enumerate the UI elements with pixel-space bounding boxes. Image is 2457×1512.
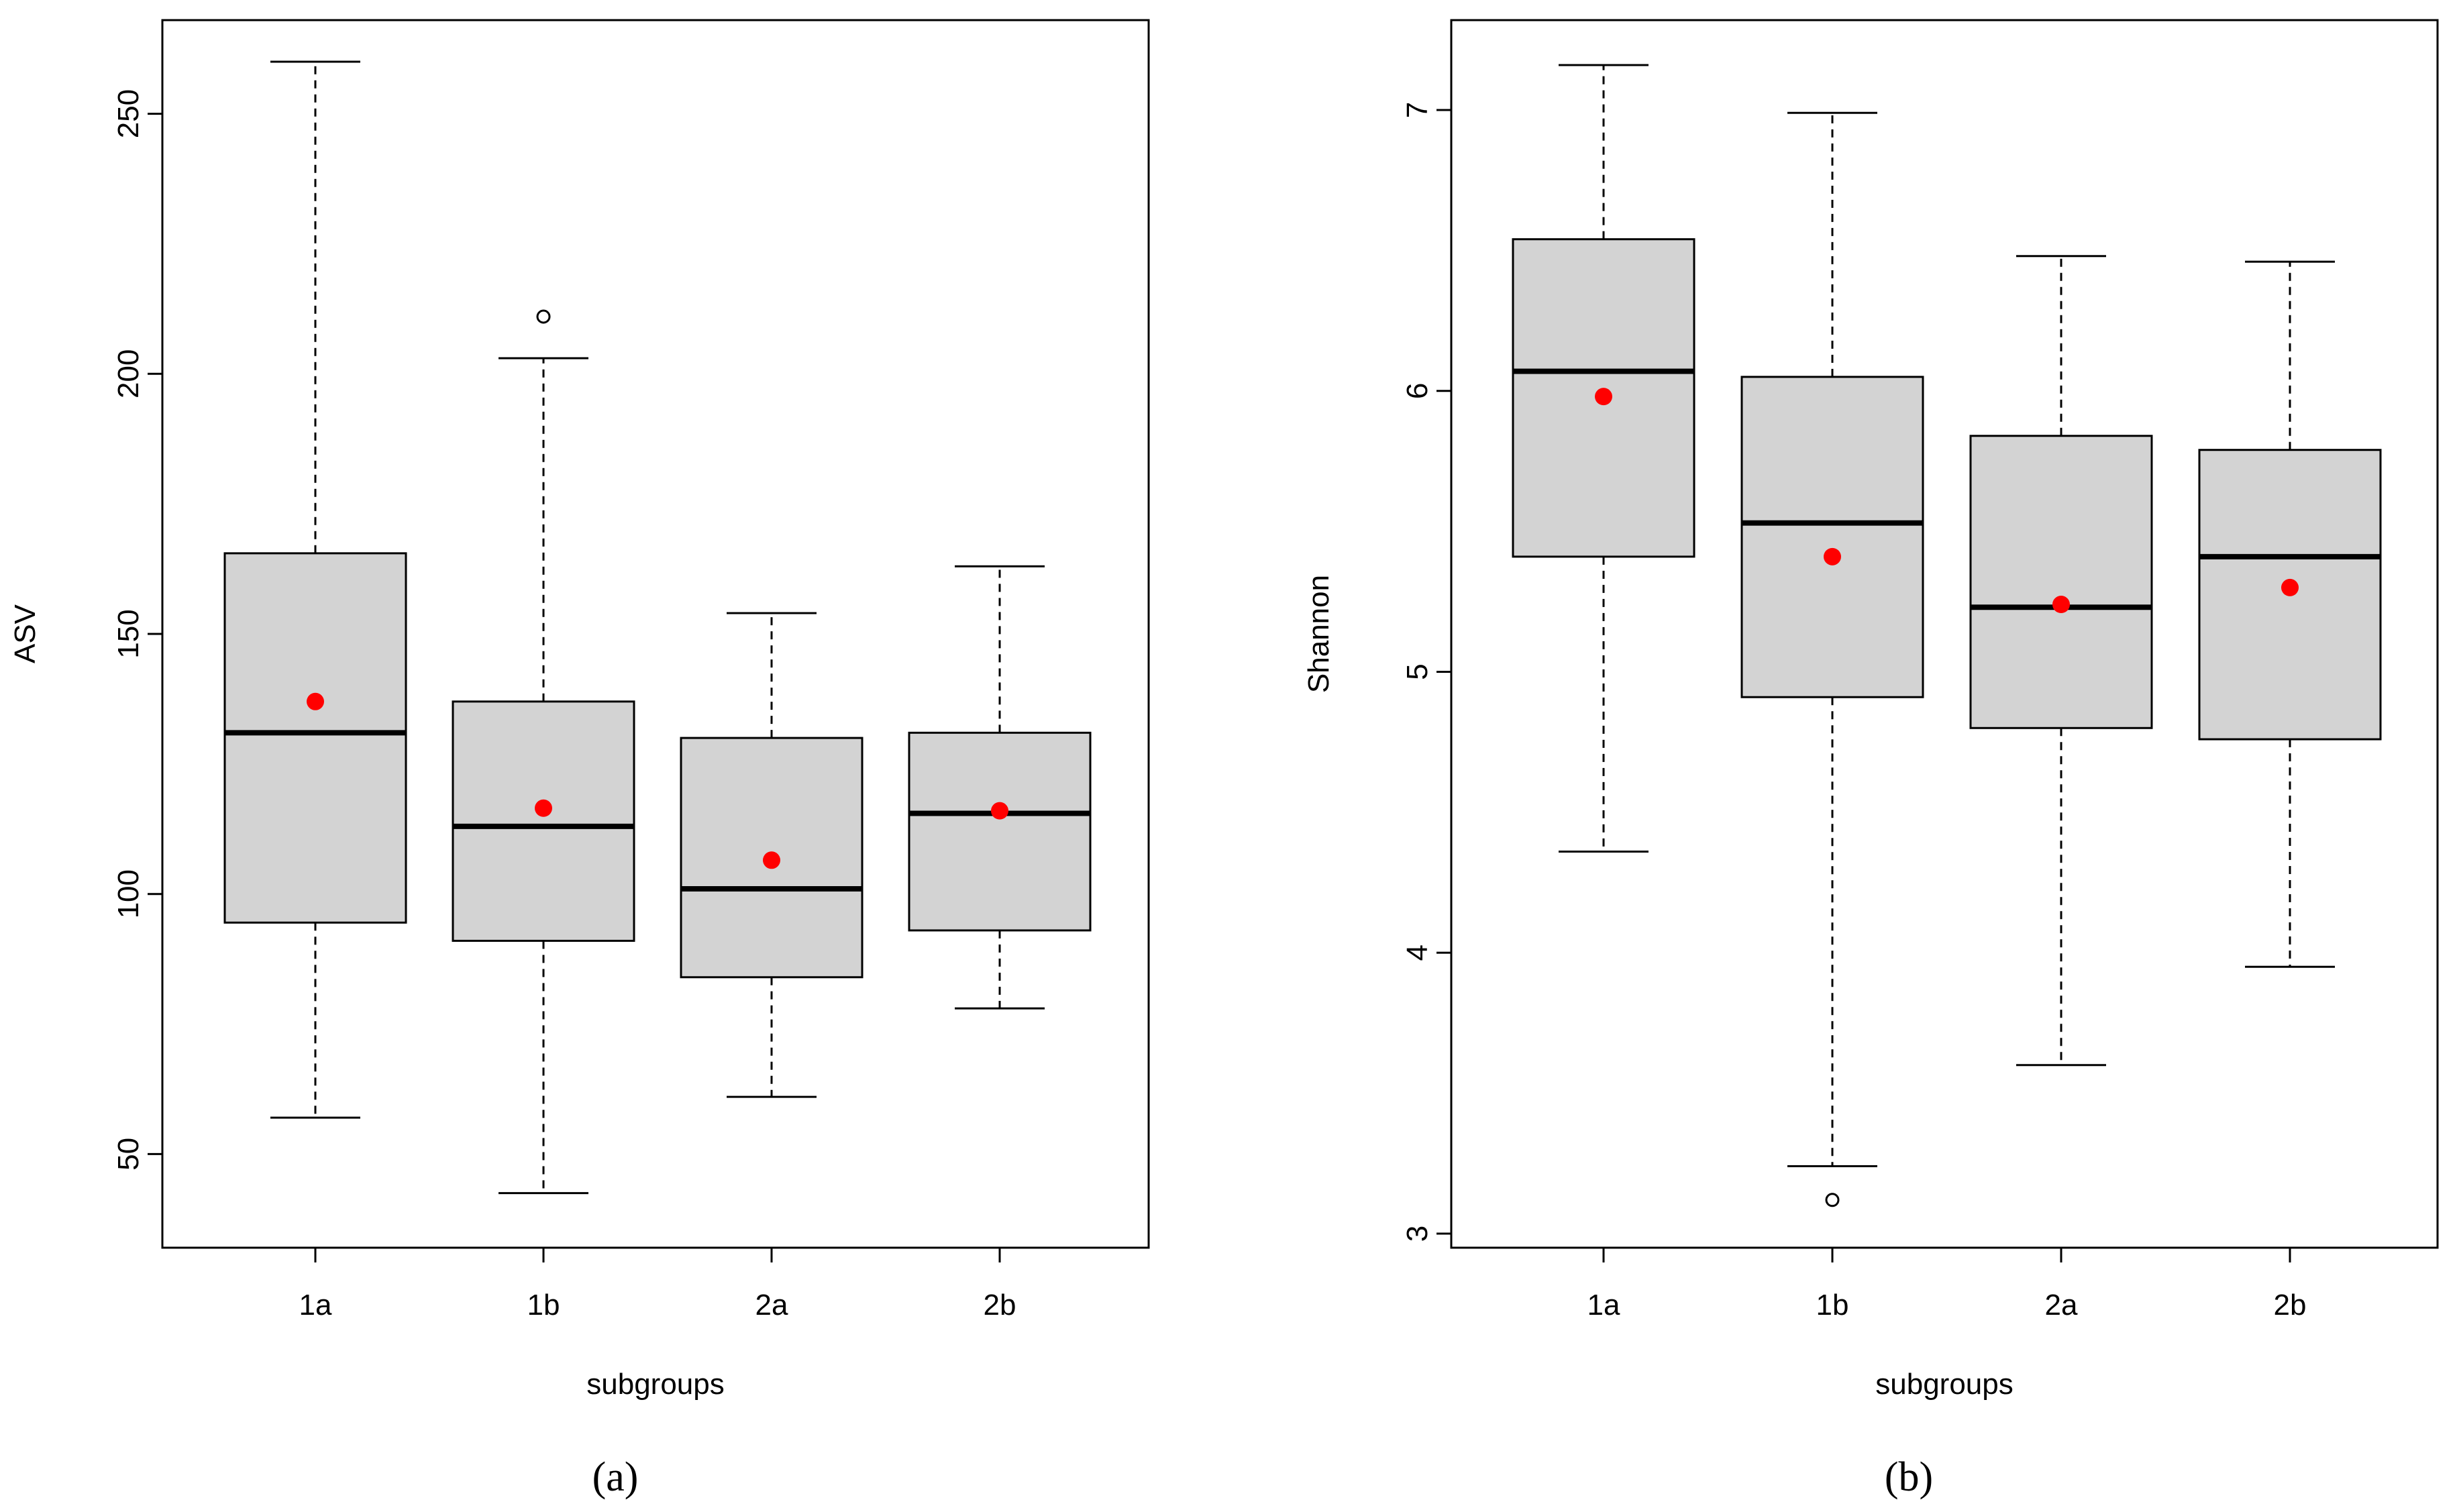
box-1a <box>1512 64 1695 853</box>
y-tick-label-3: 3 <box>1401 1226 1434 1242</box>
y-tick-label-250: 250 <box>112 89 145 138</box>
y-tick-label-7: 7 <box>1401 102 1434 118</box>
mean-point-1b <box>535 799 552 817</box>
mean-point-2b <box>2281 578 2299 596</box>
y-tick-label-100: 100 <box>112 869 145 918</box>
mean-point-2a <box>2052 596 2070 614</box>
y-tick-label-5: 5 <box>1401 663 1434 680</box>
box-2b <box>2198 260 2382 968</box>
mean-point-2a <box>763 851 780 869</box>
mean-point-1b <box>1824 547 1841 565</box>
panel-b-y-axis-title: Shannon <box>1302 575 1335 693</box>
box-body-2a <box>1969 435 2153 729</box>
x-tick-label-1b: 1b <box>527 1289 560 1321</box>
panel-a-chart: 50 100 150 200 250 1a 1b 2a 2b ASV subgroups (a… <box>9 19 1150 1500</box>
x-tick-label-1b: 1b <box>1816 1289 1849 1321</box>
x-tick-label-2b: 2b <box>2274 1289 2307 1321</box>
mean-point-2b <box>991 802 1008 820</box>
x-tick-label-2a: 2a <box>2045 1289 2078 1321</box>
box-1b <box>452 309 635 1195</box>
panel-a-y-axis: 50 100 150 200 250 <box>112 89 164 1171</box>
box-body-1b <box>1740 376 1924 698</box>
y-tick-label-6: 6 <box>1401 383 1434 399</box>
panel-a-label: (a) <box>592 1454 639 1500</box>
box-2a <box>1969 255 2153 1067</box>
box-1a <box>223 60 407 1119</box>
x-tick-label-2b: 2b <box>984 1289 1016 1321</box>
x-tick-label-2a: 2a <box>755 1289 788 1321</box>
panel-a-x-axis-title: subgroups <box>586 1368 724 1401</box>
panel-a-boxes <box>223 60 1092 1195</box>
panel-a-y-axis-title: ASV <box>9 604 42 663</box>
panel-b-y-axis: 3 4 5 6 7 <box>1401 102 1453 1242</box>
mean-point-1a <box>307 692 324 710</box>
panel-b-label: (b) <box>1885 1454 1933 1500</box>
y-tick-label-200: 200 <box>112 349 145 398</box>
panel-b-x-axis: 1a 1b 2a 2b <box>1587 1248 2307 1321</box>
x-tick-label-1a: 1a <box>299 1289 332 1321</box>
box-1b <box>1740 111 1924 1207</box>
box-2b <box>908 565 1092 1010</box>
box-2a <box>680 612 864 1098</box>
y-tick-label-150: 150 <box>112 609 145 658</box>
mean-point-1a <box>1595 388 1612 406</box>
y-tick-label-50: 50 <box>112 1138 145 1171</box>
panel-b-x-axis-title: subgroups <box>1875 1368 2013 1401</box>
box-body-2b <box>908 731 1092 932</box>
box-body-1a <box>223 552 407 924</box>
panel-b-boxes <box>1512 64 2382 1207</box>
x-tick-label-1a: 1a <box>1587 1289 1620 1321</box>
outlier-point-1b <box>1825 1193 1840 1207</box>
outlier-point-1b <box>536 309 551 324</box>
panel-b-chart: 3 4 5 6 7 1a 1b 2a 2b Shannon subgroups (b) <box>1302 19 2439 1500</box>
y-tick-label-4: 4 <box>1401 944 1434 961</box>
box-body-1b <box>452 700 635 942</box>
panel-a-x-axis: 1a 1b 2a 2b <box>299 1248 1016 1321</box>
